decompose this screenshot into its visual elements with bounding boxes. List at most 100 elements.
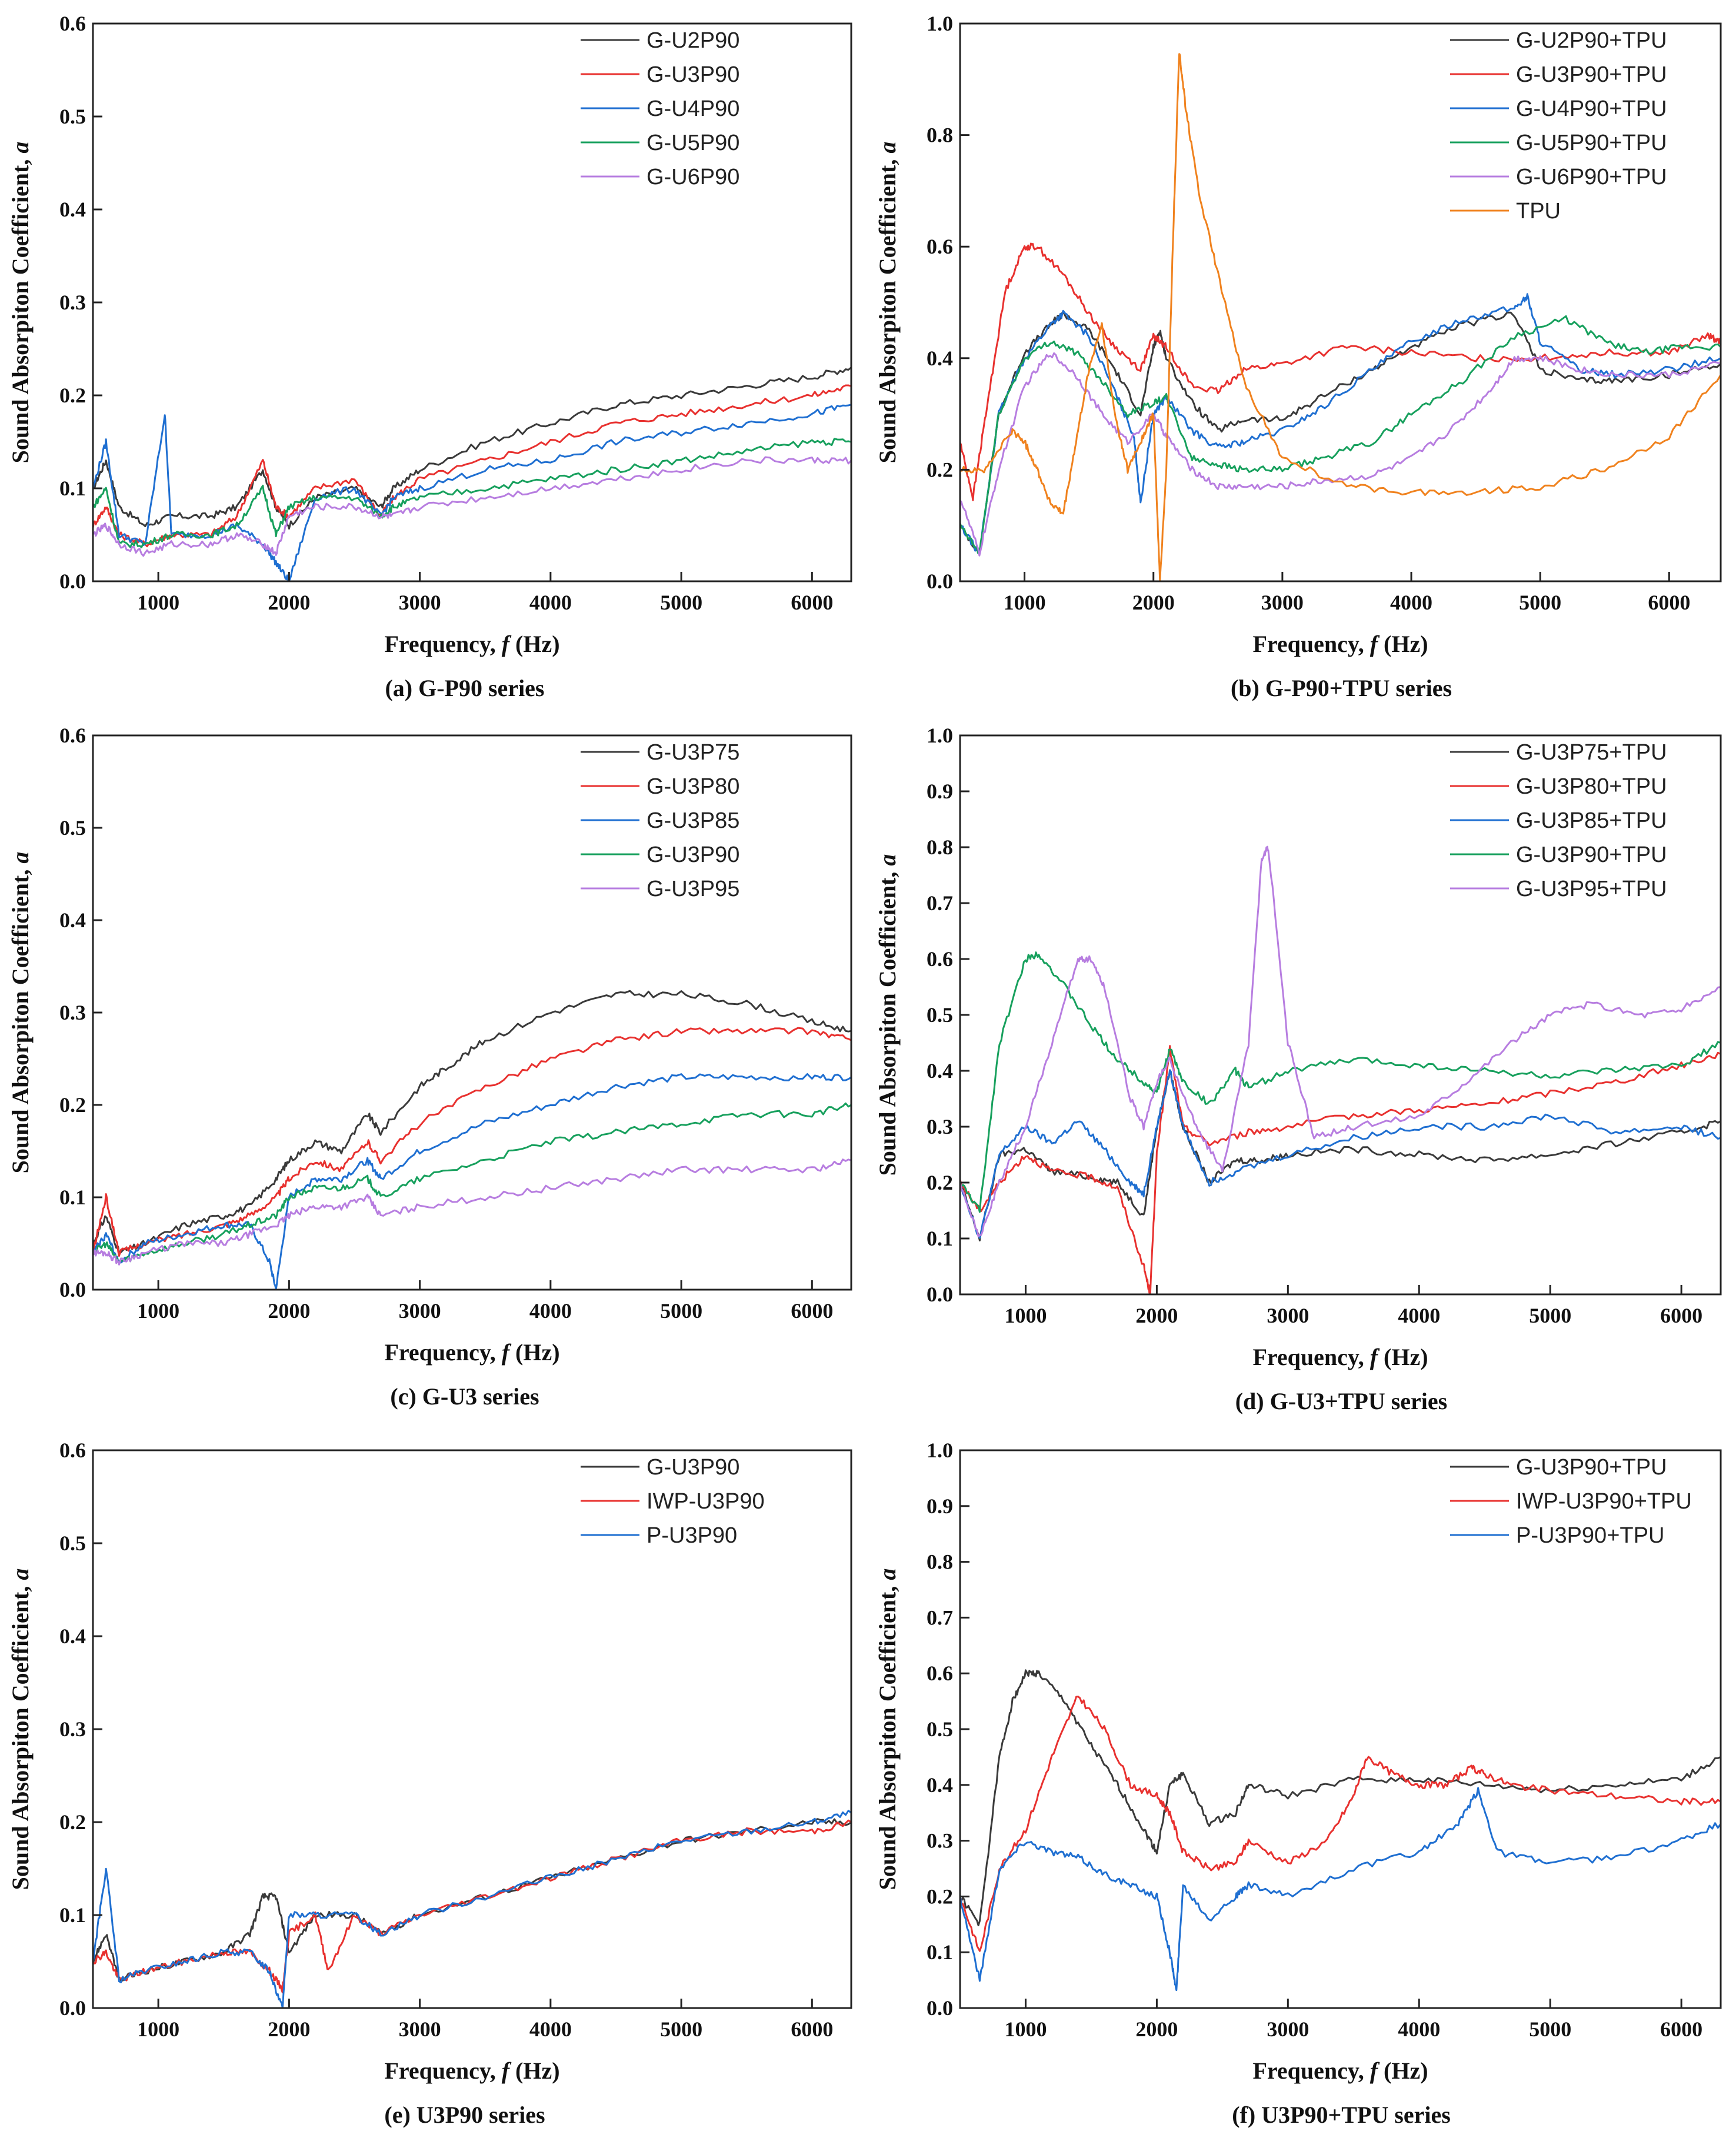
x-tick-label: 4000 — [529, 591, 572, 614]
x-tick-label: 4000 — [1398, 1304, 1440, 1327]
y-axis-title: Sound Absorpiton Coefficient, a — [874, 854, 901, 1176]
y-tick-label: 0.1 — [59, 477, 86, 500]
panel-caption: (f) U3P90+TPU series — [1232, 2102, 1451, 2128]
legend-label: G-U3P90+TPU — [1516, 1455, 1667, 1480]
y-tick-label: 1.0 — [927, 1439, 953, 1462]
y-tick-label: 0.4 — [927, 1773, 953, 1797]
legend-label: G-U3P75 — [647, 740, 739, 765]
y-tick-label: 0.2 — [927, 1171, 953, 1194]
x-tick-label: 2000 — [268, 591, 310, 614]
legend-label: G-U3P90+TPU — [1516, 62, 1667, 87]
x-tick-label: 2000 — [1135, 1304, 1178, 1327]
y-axis-title: Sound Absorpiton Coefficient, a — [874, 1569, 901, 1890]
y-tick-label: 0.0 — [59, 570, 86, 593]
y-tick-label: 0.6 — [59, 724, 86, 747]
x-tick-label: 3000 — [399, 1299, 441, 1323]
x-tick-label: 5000 — [660, 591, 702, 614]
y-tick-label: 0.2 — [927, 1884, 953, 1908]
y-tick-label: 0.6 — [927, 947, 953, 971]
x-tick-label: 6000 — [1648, 591, 1690, 614]
panel-caption: (a) G-P90 series — [385, 675, 544, 701]
y-tick-label: 0.0 — [59, 1996, 86, 2020]
series-group — [93, 990, 851, 1290]
x-tick-label: 6000 — [791, 2017, 833, 2041]
legend-label: G-U3P90+TPU — [1516, 843, 1667, 867]
x-tick-label: 1000 — [1004, 591, 1046, 614]
legend: G-U3P90 IWP-U3P90 P-U3P90 — [581, 1455, 765, 1548]
y-tick-label: 0.5 — [59, 1531, 86, 1555]
legend-label: G-U5P90 — [647, 131, 739, 155]
y-tick-label: 0.4 — [927, 1059, 953, 1083]
series-line-g-u3p90 — [93, 1102, 851, 1264]
legend-label: G-U3P85+TPU — [1516, 808, 1667, 833]
legend-label: P-U3P90+TPU — [1516, 1523, 1664, 1548]
y-tick-label: 0.4 — [927, 347, 953, 370]
legend-label: G-U4P90+TPU — [1516, 96, 1667, 121]
x-tick-label: 4000 — [1398, 2017, 1440, 2041]
y-tick-label: 0.1 — [59, 1903, 86, 1927]
x-axis-title: Frequency, f (Hz) — [1252, 631, 1428, 657]
series-line-tpu — [960, 53, 1721, 581]
series-line-iwp-u3p90-tpu — [960, 1696, 1721, 1952]
y-tick-label: 0.7 — [927, 1606, 953, 1629]
x-tick-label: 4000 — [529, 2017, 572, 2041]
x-tick-label: 6000 — [1660, 2017, 1702, 2041]
panel-caption: (e) U3P90 series — [384, 2102, 545, 2128]
y-tick-label: 0.4 — [59, 1624, 86, 1648]
x-tick-label: 2000 — [268, 2017, 310, 2041]
plot-frame — [92, 1449, 852, 2009]
y-tick-label: 0.4 — [59, 908, 86, 932]
chart-panel-b: 1000 2000 3000 4000 5000 6000 0.0 0.2 0.4 0.6 0.8 1… — [874, 12, 1722, 701]
y-tick-label: 0.5 — [59, 816, 86, 840]
y-tick-label: 0.6 — [927, 235, 953, 258]
y-tick-label: 0.5 — [927, 1003, 953, 1027]
legend-label: G-U3P90 — [647, 843, 739, 867]
legend: G-U2P90 G-U3P90 G-U4P90 G-U5P90 G-U6P90 — [581, 28, 739, 189]
series-line-iwp-u3p90 — [93, 1819, 851, 1994]
series-line-g-u3p80 — [93, 1027, 851, 1257]
legend-label: IWP-U3P90+TPU — [1516, 1489, 1692, 1514]
y-tick-label: 0.2 — [59, 1093, 86, 1117]
legend-label: G-U2P90 — [647, 28, 739, 53]
y-tick-label: 0.7 — [927, 891, 953, 915]
y-tick-label: 0.1 — [927, 1227, 953, 1250]
y-tick-label: 0.6 — [927, 1661, 953, 1685]
legend-label: G-U3P80 — [647, 774, 739, 799]
legend-label: G-U3P80+TPU — [1516, 774, 1667, 799]
series-group — [93, 1810, 851, 2008]
series-line-p-u3p90-tpu — [960, 1787, 1721, 1992]
x-tick-label: 1000 — [137, 591, 179, 614]
series-line-g-u6p90-tpu — [960, 352, 1721, 557]
legend-label: G-U2P90+TPU — [1516, 28, 1667, 53]
legend: G-U3P90+TPU IWP-U3P90+TPU P-U3P90+TPU — [1450, 1455, 1692, 1548]
y-tick-label: 0.3 — [59, 1717, 86, 1741]
series-line-g-u6p90 — [93, 456, 851, 557]
x-tick-label: 5000 — [1529, 1304, 1571, 1327]
y-axis-title: Sound Absorpiton Coefficient, a — [874, 142, 901, 464]
series-line-g-u2p90-tpu — [960, 311, 1721, 555]
y-tick-label: 0.2 — [59, 1810, 86, 1834]
legend: G-U3P75+TPU G-U3P80+TPU G-U3P85+TPU G-U3P90… — [1450, 740, 1667, 901]
panel-caption: (d) G-U3+TPU series — [1235, 1388, 1448, 1414]
x-tick-label: 2000 — [1132, 591, 1175, 614]
y-tick-label: 0.0 — [927, 1283, 953, 1306]
chart-panel-e: 1000 2000 3000 4000 5000 6000 0.0 0.1 0.2 0.3 0.4 0… — [7, 1439, 852, 2128]
legend-label: G-U3P90 — [647, 1455, 739, 1480]
x-tick-label: 6000 — [791, 1299, 833, 1323]
x-tick-label: 5000 — [660, 2017, 702, 2041]
plot-frame — [959, 22, 1722, 582]
series-line-p-u3p90 — [93, 1810, 851, 2008]
x-tick-label: 1000 — [137, 2017, 179, 2041]
legend-label: G-U3P95+TPU — [1516, 877, 1667, 901]
series-group — [960, 1669, 1721, 1992]
panel-caption: (c) G-U3 series — [390, 1383, 539, 1410]
x-tick-label: 3000 — [399, 591, 441, 614]
x-tick-label: 2000 — [1135, 2017, 1178, 2041]
series-line-g-u5p90-tpu — [960, 315, 1721, 555]
y-tick-label: 0.0 — [927, 570, 953, 593]
y-tick-label: 0.3 — [927, 1115, 953, 1138]
series-line-g-u3p85 — [93, 1073, 851, 1290]
x-tick-label: 3000 — [1267, 2017, 1309, 2041]
y-tick-label: 0.3 — [927, 1829, 953, 1853]
